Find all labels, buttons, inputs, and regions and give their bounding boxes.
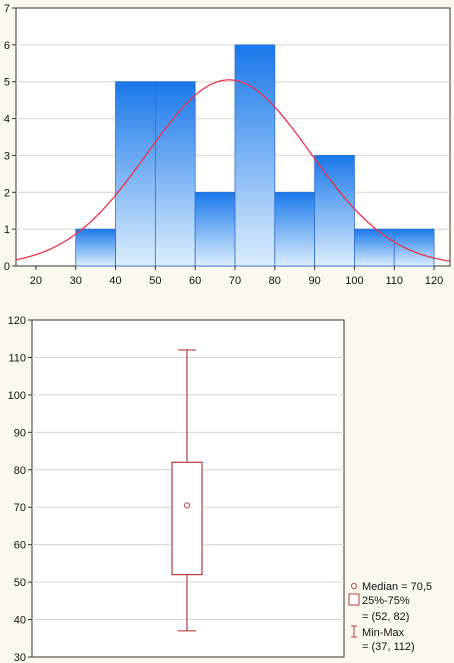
histogram-bar — [234, 44, 276, 267]
histogram-x-ticks: 20 30 40 50 60 70 80 90 100 110 120 — [30, 266, 443, 287]
histogram-x-tick-label: 40 — [109, 275, 121, 287]
histogram-x-tick-label: 90 — [308, 275, 320, 287]
boxplot-y-tick-label: 120 — [8, 315, 26, 327]
histogram-y-tick-label: 4 — [4, 114, 10, 126]
histogram-x-tick-label: 50 — [149, 275, 161, 287]
legend-box-symbol — [348, 593, 360, 606]
legend-median-symbol — [351, 583, 357, 589]
histogram-x-tick-label: 110 — [385, 275, 403, 287]
histogram-bar — [354, 228, 395, 267]
histogram-bar — [314, 155, 355, 267]
histogram-x-tick-label: 80 — [269, 275, 281, 287]
histogram-y-tick-label: 2 — [4, 187, 10, 199]
median-marker — [184, 502, 190, 509]
boxplot-y-tick-label: 90 — [14, 427, 26, 439]
histogram-y-ticks: 0 1 2 3 4 5 6 7 — [4, 3, 16, 273]
boxplot-y-tick-label: 80 — [14, 465, 26, 477]
histogram-bar — [154, 81, 196, 267]
legend-label: = (37, 112) — [362, 641, 415, 653]
histogram-x-tick-label: 20 — [30, 275, 42, 287]
histogram-x-tick-label: 30 — [70, 275, 82, 287]
legend-label: = (52, 82) — [362, 611, 409, 623]
boxplot-y-tick-label: 50 — [14, 577, 26, 589]
histogram-x-tick-label: 100 — [345, 275, 363, 287]
histogram-bars — [75, 44, 435, 267]
legend-label: Min-Max — [362, 627, 405, 639]
histogram-bar — [393, 228, 435, 267]
normal-curve — [15, 79, 451, 262]
histogram-y-tick-label: 5 — [4, 77, 10, 89]
interquartile-box — [171, 461, 203, 576]
histogram-y-tick-label: 3 — [4, 150, 10, 162]
histogram-bar — [75, 228, 116, 267]
histogram-y-tick-label: 6 — [4, 40, 10, 52]
histogram-x-tick-label: 120 — [425, 275, 443, 287]
histogram-y-tick-label: 1 — [4, 224, 10, 236]
boxplot-chart: 30 40 50 60 70 80 90 100 110 120 Median = 70,5 25%… — [8, 315, 432, 663]
histogram-x-tick-label: 60 — [189, 275, 201, 287]
histogram-bar — [115, 81, 156, 267]
histogram-y-tick-label: 7 — [4, 3, 10, 15]
boxplot-y-tick-label: 110 — [8, 352, 26, 364]
boxplot-y-tick-label: 70 — [14, 502, 26, 514]
boxplot-y-tick-label: 40 — [14, 615, 26, 627]
boxplot-glyph — [171, 349, 203, 632]
histogram-bar — [194, 191, 236, 267]
legend-label: 25%-75% — [362, 595, 410, 607]
histogram-chart: 0 1 2 3 4 5 6 7 20 30 40 50 60 70 80 90 100 110 120 — [4, 3, 451, 287]
histogram-bar — [274, 191, 316, 267]
boxplot-y-tick-label: 100 — [8, 390, 26, 402]
boxplot-y-tick-label: 30 — [14, 652, 26, 663]
histogram-x-tick-label: 70 — [229, 275, 241, 287]
histogram-y-tick-label: 0 — [4, 261, 10, 273]
legend-label: Median = 70,5 — [362, 581, 432, 593]
boxplot-y-tick-label: 60 — [14, 540, 26, 552]
boxplot-y-ticks: 30 40 50 60 70 80 90 100 110 120 — [8, 315, 32, 663]
boxplot-legend: Median = 70,5 25%-75% = (52, 82) Min-Max = (… — [348, 581, 432, 653]
